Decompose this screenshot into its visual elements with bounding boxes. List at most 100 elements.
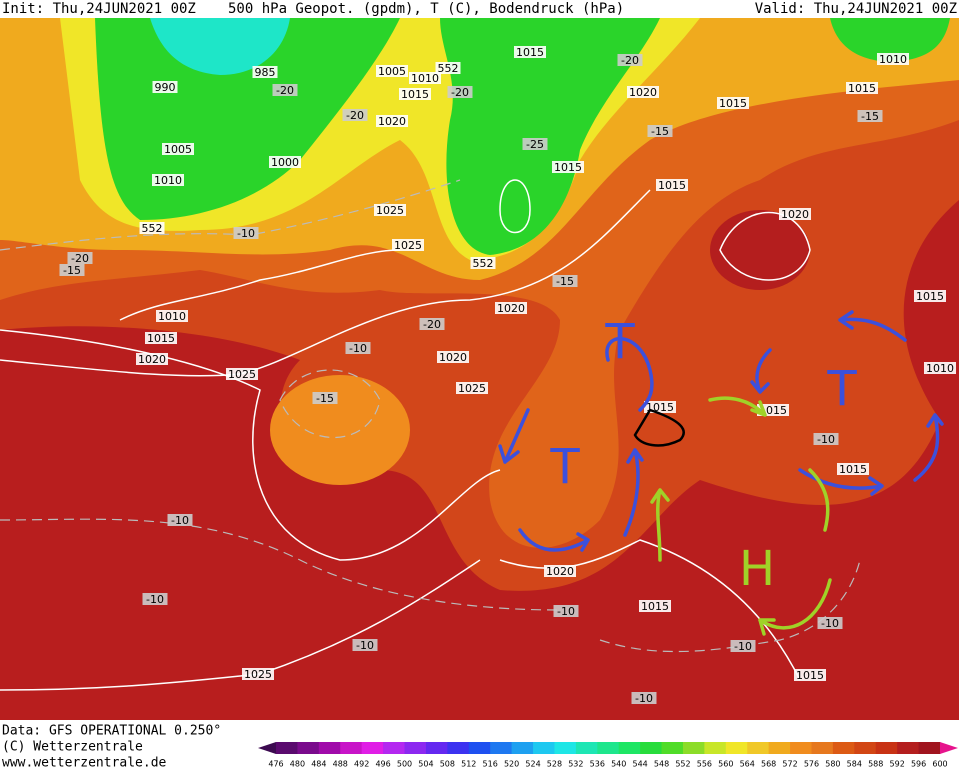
map-label: 1010 [154,174,182,187]
map-label: 1025 [458,382,486,395]
colorbar-swatch [832,742,855,754]
colorbar-swatch [425,742,448,754]
map-label: 1015 [147,332,175,345]
map-label: 552 [142,222,163,235]
label-box [352,639,378,651]
colorbar-label: 568 [761,760,776,769]
label-box [552,161,584,173]
copyright: (C) Wetterzentrale [2,740,143,755]
label-box [857,110,883,122]
colorbar-label: 480 [290,760,305,769]
trough-label: T [604,314,635,370]
label-box [456,382,488,394]
label-box [152,174,184,186]
colorbar-swatch [447,742,470,754]
label-box [447,86,473,98]
colorbar-swatch [811,742,834,754]
colorbar-label: 532 [568,760,583,769]
map-label: -20 [346,109,364,122]
map-label: -10 [237,227,255,240]
map-labels: 1015 985 990 1005 1010 1015 -20 -20 -20 1020 1015 1… [59,46,956,705]
colorbar-swatch [768,742,791,754]
map-label: -10 [349,342,367,355]
map-label: -20 [276,84,294,97]
label-box [924,362,956,374]
label-box [142,593,168,605]
colorbar-swatch [790,742,812,754]
map-label: 1010 [926,362,954,375]
map-label: 1015 [916,290,944,303]
label-box [312,392,338,404]
label-box [156,310,188,322]
data-source: Data: GFS OPERATIONAL 0.250° [2,724,221,739]
label-box [167,514,193,526]
label-box [914,290,946,302]
colorbar-label: 528 [547,760,562,769]
header-bar [0,0,959,18]
label-box [252,66,278,78]
map-label: -25 [526,138,544,151]
map-label: -10 [557,605,575,618]
colorbar-label: 496 [375,760,390,769]
colorbar-arrow [940,742,958,754]
colorbar-swatch [575,742,598,754]
map-label: -15 [651,125,669,138]
colorbar-label: 540 [611,760,626,769]
map-label: 985 [255,66,276,79]
colorbar-swatch [276,742,298,754]
label-box [419,318,445,330]
map-label: 1015 [401,88,429,101]
isotherms [0,179,861,653]
label-box [813,433,839,445]
map-label: 552 [473,257,494,270]
colorbar-swatch [361,742,384,754]
label-box [837,463,869,475]
colorbar-swatch [554,742,577,754]
label-box [269,156,301,168]
map-label: 1015 [658,179,686,192]
colorbar-swatch [875,742,898,754]
map-label: 1015 [848,82,876,95]
map-label: 990 [155,81,176,94]
trough-label: T [549,439,580,495]
label-box [59,264,85,276]
website: www.wetterzentrale.de [2,756,167,770]
green-region-west [95,18,400,220]
map-label: -15 [861,110,879,123]
label-box [233,227,259,239]
label-box [342,109,368,121]
label-box [717,97,749,109]
label-box [627,86,659,98]
map-label: 1005 [378,65,406,78]
map-label: 1025 [244,668,272,681]
colorbar-swatch [640,742,663,754]
colorbar-swatch [897,742,920,754]
label-box [846,82,878,94]
label-box [139,222,165,234]
label-box [399,88,431,100]
colorbar-swatch [618,742,641,754]
colorbar-label: 516 [483,760,498,769]
colorbar-label: 488 [333,760,348,769]
map-label: 1025 [376,204,404,217]
colorbar-swatch [404,742,427,754]
label-box [522,138,548,150]
colorbar-label: 560 [718,760,733,769]
label-box [647,125,673,137]
map-label: 1025 [394,239,422,252]
label-box [631,692,657,704]
map-label: -10 [171,514,189,527]
colorbar-swatch [918,742,941,754]
colorbar-swatch [383,742,406,754]
label-box [794,669,826,681]
colorbar-label: 544 [632,760,647,769]
map-label: -20 [423,318,441,331]
label-box [145,332,177,344]
map-label: -15 [63,264,81,277]
colorbar-swatch [297,742,320,754]
colorbar-label: 524 [525,760,540,769]
label-box [730,640,756,652]
map-label: -15 [316,392,334,405]
map-label: -10 [734,640,752,653]
